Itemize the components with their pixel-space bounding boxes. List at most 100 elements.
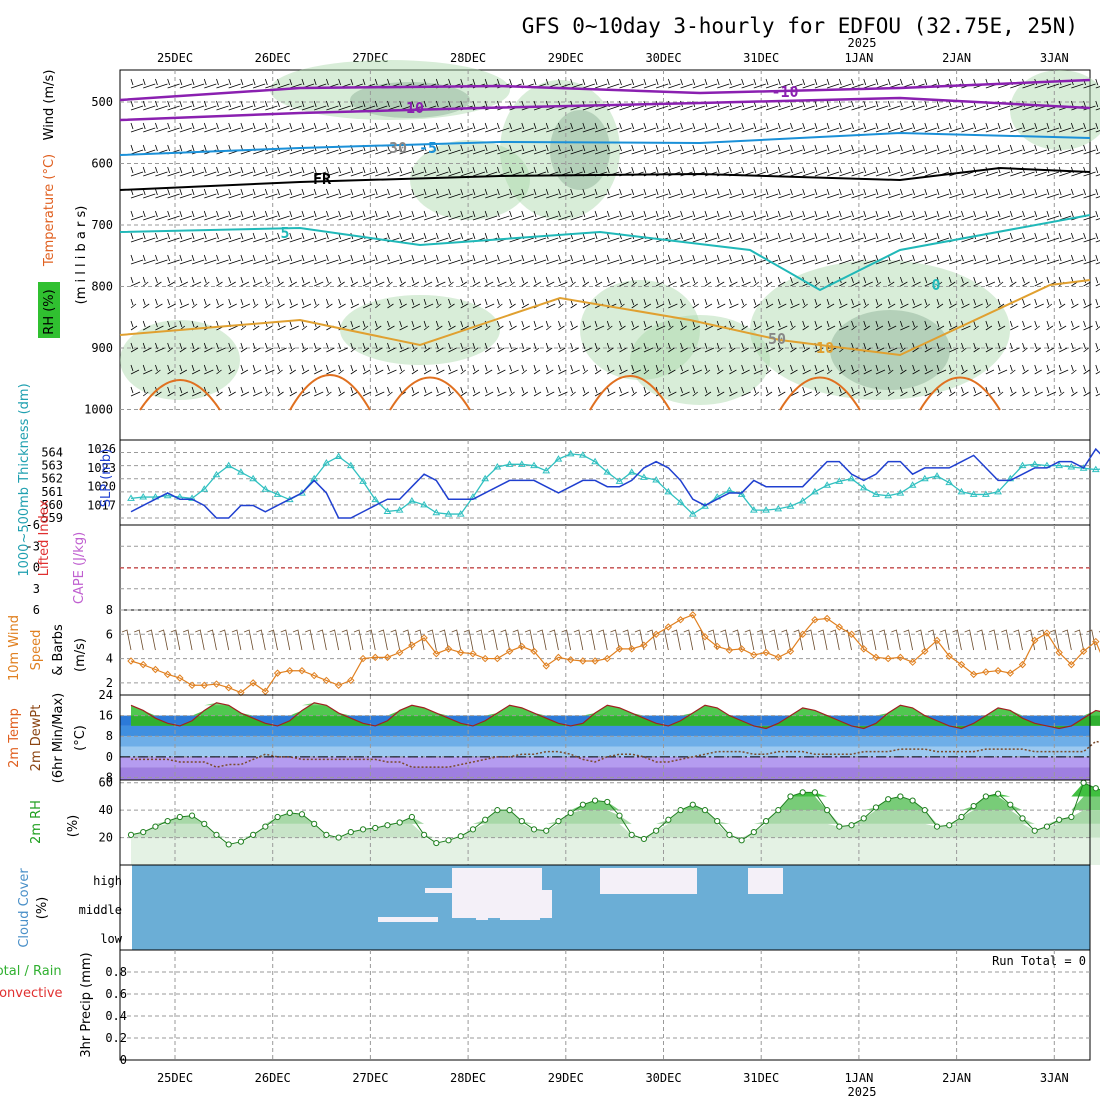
wind-barb <box>240 298 251 309</box>
rh-point <box>237 838 245 845</box>
wind-barb <box>435 342 444 353</box>
wind-barb <box>558 254 571 265</box>
wind-barb <box>326 232 339 243</box>
rh-point <box>567 809 574 817</box>
wind-barb <box>130 320 138 331</box>
wind-barb <box>936 254 950 265</box>
wind-barb <box>216 122 229 133</box>
wind-barb <box>851 364 859 375</box>
wind-barb <box>997 122 1011 133</box>
wind-barb <box>448 364 458 375</box>
wind-barb <box>997 364 1008 375</box>
wind-barb <box>216 342 226 353</box>
wind-barb <box>1095 210 1100 221</box>
wind-barb <box>1083 188 1096 199</box>
wind10m-barb <box>964 629 975 651</box>
wind-barb <box>399 320 408 331</box>
wind-barb <box>741 232 754 243</box>
wind10m-barb <box>329 629 340 651</box>
year-label-bottom: 2025 <box>848 1085 877 1099</box>
wind-barb <box>155 122 168 133</box>
wind-barb <box>900 166 913 177</box>
wind-barb <box>545 276 555 287</box>
wind-barb <box>777 298 787 309</box>
wind10m-barb <box>1025 629 1036 651</box>
wind-speed-point <box>615 645 624 653</box>
wind-barb <box>228 100 241 111</box>
wind-barb <box>167 188 180 199</box>
wind-barb <box>643 122 657 133</box>
wind-barb <box>264 232 278 243</box>
wind-barb <box>496 298 503 309</box>
top-date-label: 30DEC <box>645 51 681 65</box>
wind-barb <box>216 386 223 397</box>
wind-barb <box>582 232 595 243</box>
wind-speed-point <box>1079 647 1088 655</box>
wind10m-barb <box>292 629 303 651</box>
thickness-point <box>896 489 905 496</box>
pressure-tick: 600 <box>91 157 113 171</box>
wind10m-barb <box>671 629 681 651</box>
bottom-date-label: 26DEC <box>255 1071 291 1085</box>
wind-barb <box>558 210 571 221</box>
thickness-point <box>261 485 270 492</box>
wind-barb <box>313 386 324 397</box>
wind-barb <box>729 364 737 375</box>
wind-barb <box>790 320 796 331</box>
wind-barb <box>875 386 882 397</box>
wind-barb <box>264 210 278 221</box>
wind-barb <box>509 210 522 221</box>
wind-barb <box>753 342 763 353</box>
wind-barb <box>667 386 677 397</box>
cloud-clear-patch <box>476 912 488 920</box>
wind-barb <box>289 386 297 397</box>
wind-barb <box>680 320 687 331</box>
wind-barb <box>472 298 482 309</box>
rh-point <box>628 831 635 838</box>
wind-barb <box>692 298 699 309</box>
wind-barb <box>301 320 308 331</box>
wind-barb <box>680 122 693 133</box>
wind-barb <box>374 342 383 353</box>
wind-barb <box>191 100 205 111</box>
wind-barb <box>313 342 322 353</box>
wind-barb <box>741 320 748 331</box>
wind-barb <box>252 122 266 133</box>
rh-shade-blob <box>340 295 500 365</box>
wind-barb <box>606 122 620 133</box>
wind-barb <box>1058 232 1072 243</box>
wind-barb <box>142 320 151 331</box>
rh-point <box>482 816 489 823</box>
wind-barb <box>741 276 751 287</box>
wind-barb <box>851 210 864 221</box>
wind-barb <box>924 166 937 177</box>
wind-barb <box>655 342 662 353</box>
wind-barb <box>692 342 701 353</box>
wind10m-barb <box>268 629 278 651</box>
wind-barb <box>240 166 254 177</box>
wind-barb <box>387 188 400 199</box>
wind-barb <box>496 320 504 331</box>
thickness-point <box>566 449 575 457</box>
wind-barb <box>252 254 266 265</box>
warm-contour <box>779 376 861 411</box>
wind-barb <box>619 188 632 199</box>
wind-barb <box>814 254 828 265</box>
wind-barb <box>814 364 825 375</box>
wind-barb <box>289 342 296 353</box>
wind-barb <box>1046 232 1060 243</box>
wind-speed-point <box>921 647 929 655</box>
wind-barb <box>558 320 565 331</box>
wind-barb <box>167 100 180 111</box>
thickness-point <box>688 510 697 517</box>
wind-barb <box>264 166 278 177</box>
wind-barb <box>216 254 229 265</box>
wind-barb <box>350 254 363 265</box>
wind-barb <box>802 232 815 243</box>
wind-barb <box>1070 298 1079 309</box>
wind-barb <box>936 144 950 155</box>
wind-barb <box>411 298 421 309</box>
wind-barb <box>1083 232 1096 243</box>
wind-barb <box>203 122 217 133</box>
isotherm-label: -10 <box>771 83 798 101</box>
